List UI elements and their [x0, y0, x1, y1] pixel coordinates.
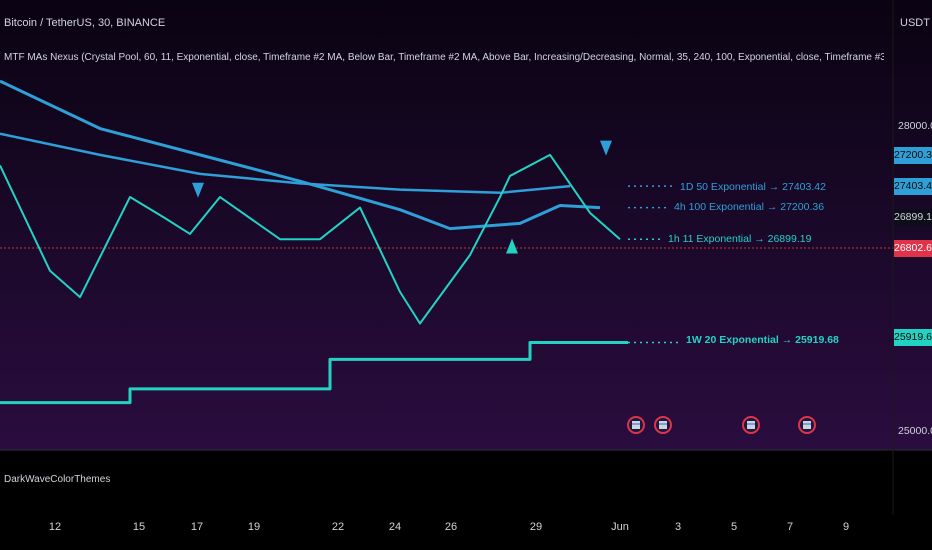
triangle-down-icon [192, 182, 204, 198]
label-4h-ema: 4h 100 Exponential → 27200.36 [674, 201, 825, 213]
x-axis: 12 15 17 19 22 24 26 29 Jun 3 5 7 9 [49, 521, 849, 533]
price-box-1h: 26899.19 [894, 209, 932, 226]
price-box-1d: 27403.42 [894, 178, 932, 195]
event-flag-icon [627, 416, 645, 434]
x-tick-label: 19 [248, 521, 260, 533]
x-tick-label: 29 [530, 521, 542, 533]
chart-background [0, 0, 932, 450]
series-layer [0, 79, 678, 405]
price-box-1w: 25919.68 [894, 329, 932, 346]
label-1w-ema: 1W 20 Exponential → 25919.68 [686, 334, 839, 346]
currency-label[interactable]: USDT [900, 17, 930, 29]
x-tick-label: 5 [731, 521, 737, 533]
label-1d-ema: 1D 50 Exponential → 27403.42 [680, 181, 826, 193]
triangle-up-icon [506, 238, 518, 254]
x-tick-label: 3 [675, 521, 681, 533]
indicator-title[interactable]: MTF MAs Nexus (Crystal Pool, 60, 11, Exp… [4, 52, 884, 63]
event-flag-icon [798, 416, 816, 434]
current-price-box: 26802.67 [894, 240, 932, 257]
x-tick-label: 24 [389, 521, 401, 533]
x-tick-label: 7 [787, 521, 793, 533]
label-1h-ema: 1h 11 Exponential → 26899.19 [668, 233, 812, 245]
lower-panel-title[interactable]: DarkWaveColorThemes [4, 474, 111, 485]
x-tick-label: Jun [611, 521, 629, 533]
x-tick-label: 9 [843, 521, 849, 533]
x-tick-label: 26 [445, 521, 457, 533]
symbol-title[interactable]: Bitcoin / TetherUS, 30, BINANCE [4, 17, 166, 29]
ema-4h-line [0, 79, 601, 231]
ema-1h-line [0, 153, 621, 325]
marker-layer [192, 140, 612, 254]
ema-1w-line [0, 340, 628, 405]
x-tick-label: 12 [49, 521, 61, 533]
lower-panel-background [0, 450, 932, 515]
event-icons [627, 416, 816, 434]
x-tick-label: 15 [133, 521, 145, 533]
x-tick-label: 17 [191, 521, 203, 533]
y-tick-label: 28000.00 [898, 120, 932, 132]
ema-1d-line [0, 132, 571, 195]
triangle-down-icon [600, 140, 612, 156]
event-flag-icon [742, 416, 760, 434]
price-box-4h: 27200.36 [894, 147, 932, 164]
y-tick-label: 25000.00 [898, 425, 932, 437]
event-flag-icon [654, 416, 672, 434]
x-tick-label: 22 [332, 521, 344, 533]
